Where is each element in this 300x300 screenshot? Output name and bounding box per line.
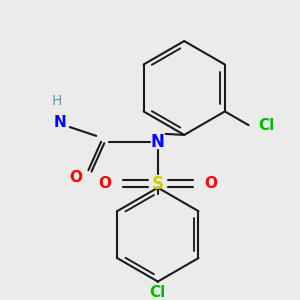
Text: H: H	[52, 94, 62, 108]
Text: N: N	[54, 115, 66, 130]
Text: Cl: Cl	[150, 285, 166, 300]
Text: O: O	[69, 170, 82, 185]
Text: O: O	[98, 176, 112, 191]
Text: O: O	[204, 176, 217, 191]
Text: S: S	[152, 175, 164, 193]
Text: Cl: Cl	[258, 118, 274, 133]
Text: N: N	[151, 133, 165, 151]
